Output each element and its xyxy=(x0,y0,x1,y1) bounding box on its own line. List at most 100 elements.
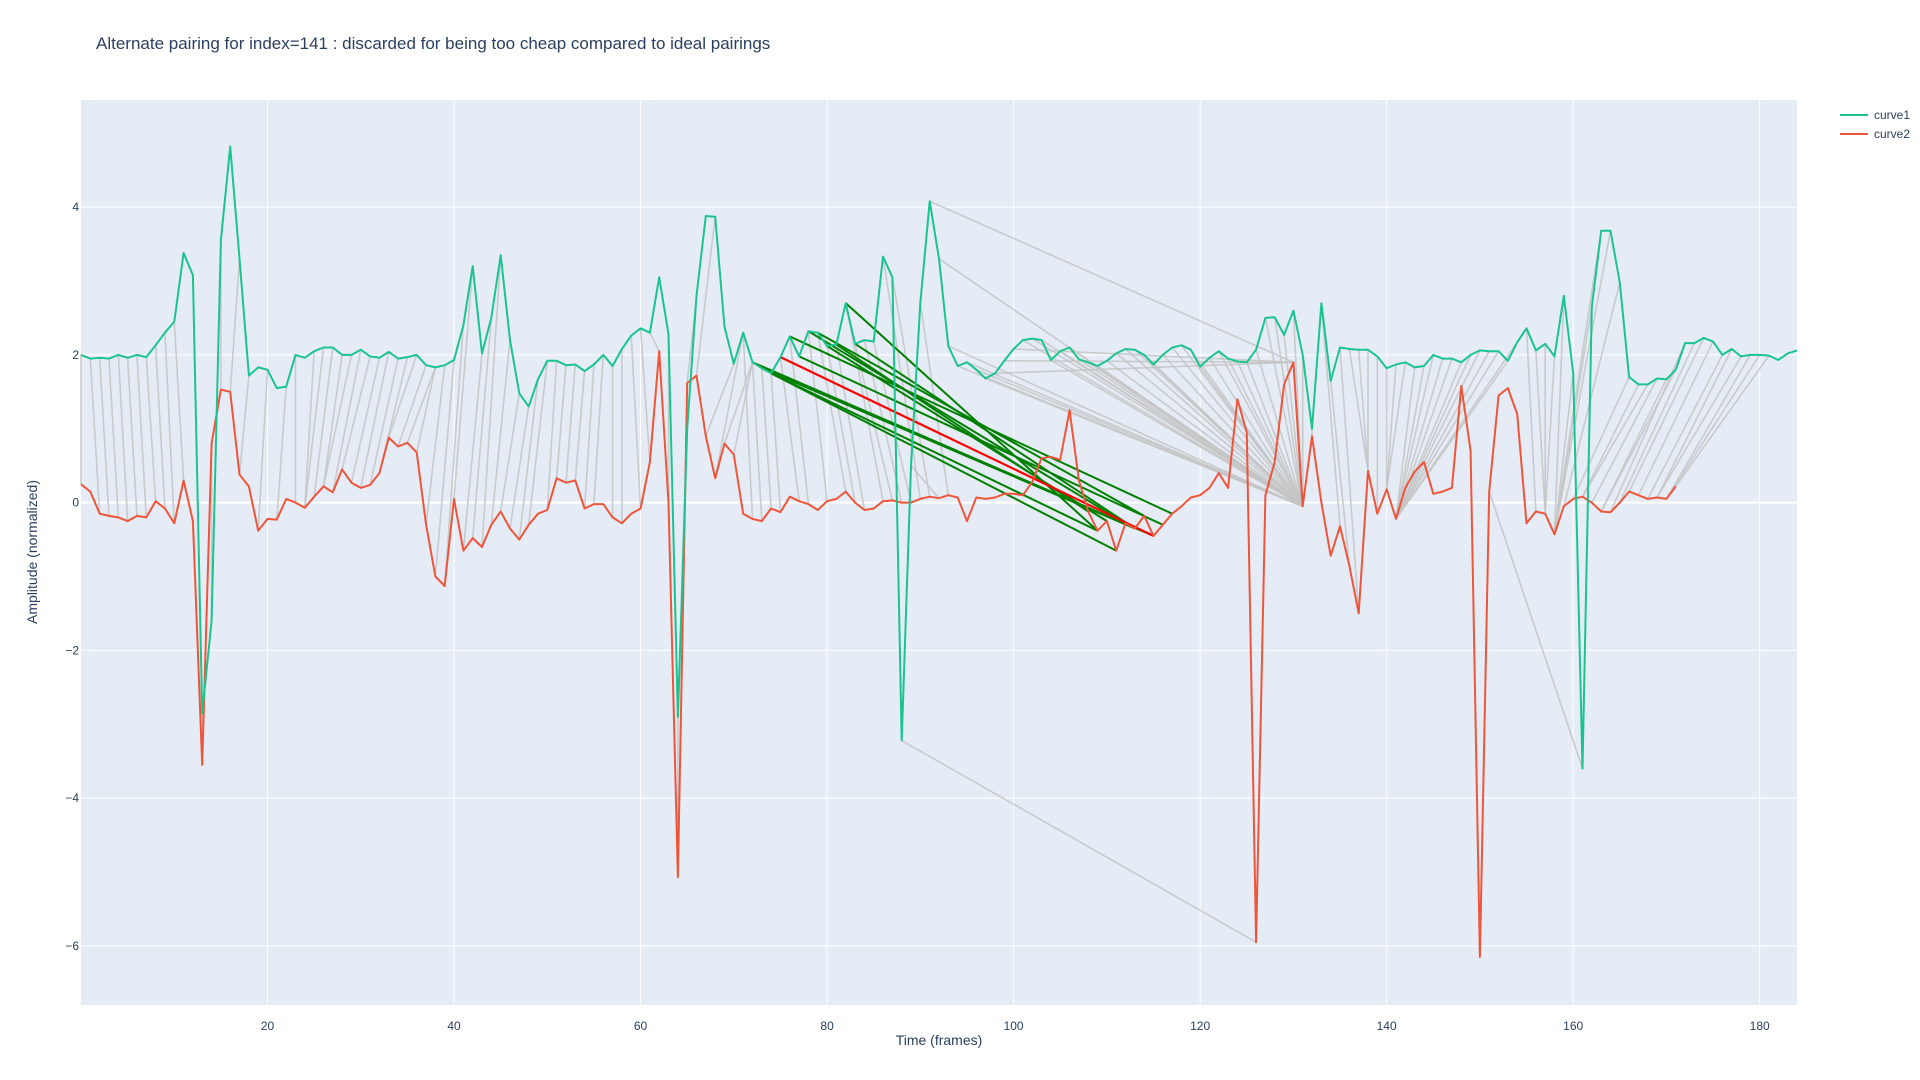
pairing-link-grey xyxy=(406,367,437,444)
pairing-link-grey xyxy=(369,358,399,486)
pairing-link-grey xyxy=(350,357,381,483)
pairing-link-grey xyxy=(770,373,782,513)
pairing-link-grey xyxy=(1665,354,1752,500)
pairing-link-grey xyxy=(807,331,828,502)
pairing-link-grey xyxy=(1628,337,1705,492)
pairing-link-grey xyxy=(1264,317,1304,507)
legend[interactable]: curve1 curve2 xyxy=(1840,108,1910,141)
pairing-link-grey xyxy=(1348,348,1369,471)
pairing-link-grey xyxy=(1553,230,1602,535)
pairing-link-grey xyxy=(1236,361,1304,507)
pairing-link-grey xyxy=(89,358,101,514)
pairing-link-grey xyxy=(1385,362,1407,490)
pairing-link-grey xyxy=(1385,364,1397,490)
pairing-link-grey xyxy=(322,354,353,487)
pairing-link-grey xyxy=(1208,357,1304,507)
pairing-link-grey xyxy=(1665,354,1761,500)
pairing-link-grey xyxy=(415,367,437,453)
pairing-link-grey xyxy=(1283,334,1304,507)
pairing-link-grey xyxy=(705,363,735,437)
pairing-link-grey xyxy=(1553,230,1612,535)
pairing-link-grey xyxy=(1152,363,1304,507)
pairing-link-grey xyxy=(723,362,754,444)
pairing-link-grey xyxy=(434,359,455,577)
pairing-link-grey xyxy=(901,739,1257,943)
pairing-link-grey xyxy=(844,303,884,502)
pairing-link-grey xyxy=(145,357,157,502)
pairing-link-grey xyxy=(173,321,185,481)
pairing-link-grey xyxy=(583,364,595,509)
pairing-link-grey xyxy=(1357,349,1369,471)
pairing-link-grey xyxy=(229,258,241,392)
pairing-link-grey xyxy=(1218,350,1304,507)
series-line-curve1 xyxy=(80,145,1798,770)
pairing-link-grey xyxy=(322,354,343,487)
pairing-link-grey xyxy=(1591,378,1658,504)
pairing-link-grey xyxy=(304,351,315,508)
pairing-link-grey xyxy=(891,277,931,497)
pairing-link-green xyxy=(770,372,1117,552)
pairing-link-grey xyxy=(98,357,110,516)
pairing-link-grey xyxy=(816,332,847,492)
pairing-link-grey xyxy=(835,344,866,511)
pairing-link-grey xyxy=(985,377,1304,508)
pairing-link-grey xyxy=(1050,359,1304,508)
pairing-link-grey xyxy=(425,365,446,525)
pairing-link-grey xyxy=(695,216,716,376)
pairing-link-grey xyxy=(1395,350,1500,520)
pairing-link-grey xyxy=(341,356,371,470)
pairing-lines xyxy=(80,200,1770,943)
x-tick-label: 80 xyxy=(820,1019,834,1033)
pairing-link-grey xyxy=(593,354,605,505)
plot-area xyxy=(80,100,1798,1005)
pairing-link-grey xyxy=(126,357,138,516)
pairing-link-grey xyxy=(1395,365,1425,520)
pairing-link-grey xyxy=(490,340,511,525)
y-tick-label: 0 xyxy=(72,496,79,510)
pairing-link-grey xyxy=(1581,384,1649,498)
pairing-link-grey xyxy=(1637,341,1714,496)
pairing-link-grey xyxy=(1553,373,1574,535)
chart-title: Alternate pairing for index=141 : discar… xyxy=(96,34,770,53)
pairing-link-grey xyxy=(649,332,660,352)
pairing-link-grey xyxy=(1395,367,1416,519)
legend-item-curve2[interactable]: curve2 xyxy=(1840,127,1910,141)
pairing-link-grey xyxy=(1395,354,1472,520)
pairing-link-grey xyxy=(332,349,362,493)
pairing-link-grey xyxy=(1395,350,1481,520)
pairing-link-grey xyxy=(1339,347,1360,614)
y-tick-label: −6 xyxy=(65,939,79,953)
pairing-link-grey xyxy=(714,332,744,479)
pairing-link-grey xyxy=(1199,366,1304,507)
pairing-link-grey xyxy=(136,354,148,518)
pairing-link-grey xyxy=(1320,303,1341,527)
pairing-link-grey xyxy=(929,200,1294,363)
legend-item-curve1[interactable]: curve1 xyxy=(1840,108,1910,122)
pairing-link-grey xyxy=(1115,352,1304,507)
pairing-link-grey xyxy=(630,335,642,509)
y-tick-label: −2 xyxy=(65,643,79,657)
pairing-link-grey xyxy=(1227,358,1304,507)
pairing-link-grey xyxy=(779,356,800,502)
plot-background xyxy=(81,100,1797,1005)
x-axis-title: Time (frames) xyxy=(896,1032,983,1048)
pairing-link-grey xyxy=(481,255,502,548)
pairing-link-grey xyxy=(154,345,166,509)
series-lines xyxy=(80,145,1798,958)
y-tick-label: 2 xyxy=(72,348,79,362)
pairing-link-grey xyxy=(751,362,763,522)
pairing-link-grey xyxy=(1273,317,1304,507)
legend-label-curve1: curve1 xyxy=(1874,108,1910,122)
pairing-link-grey xyxy=(1553,295,1565,535)
x-tick-label: 100 xyxy=(1004,1019,1024,1033)
pairing-link-grey xyxy=(1525,328,1537,512)
x-tick-label: 120 xyxy=(1190,1019,1210,1033)
pairing-link-grey xyxy=(1647,354,1724,500)
pairing-link-grey xyxy=(313,347,334,497)
pairing-link-grey xyxy=(742,332,754,519)
x-axis-ticks: 20 40 60 80 100 120 140 160 180 xyxy=(261,1019,1770,1033)
pairing-link-grey xyxy=(1246,361,1304,507)
x-tick-label: 40 xyxy=(447,1019,461,1033)
pairing-link-red xyxy=(779,356,1154,537)
